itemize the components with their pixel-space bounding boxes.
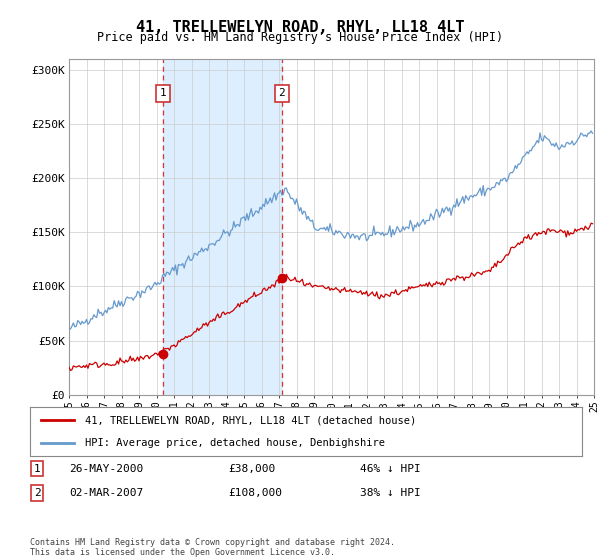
Text: 1: 1 xyxy=(160,88,167,99)
Text: 26-MAY-2000: 26-MAY-2000 xyxy=(69,464,143,474)
Bar xyxy=(163,59,282,395)
Text: 1: 1 xyxy=(34,464,41,474)
Text: 46% ↓ HPI: 46% ↓ HPI xyxy=(360,464,421,474)
Text: £108,000: £108,000 xyxy=(228,488,282,498)
Text: Price paid vs. HM Land Registry's House Price Index (HPI): Price paid vs. HM Land Registry's House … xyxy=(97,31,503,44)
Text: HPI: Average price, detached house, Denbighshire: HPI: Average price, detached house, Denb… xyxy=(85,438,385,448)
Text: Contains HM Land Registry data © Crown copyright and database right 2024.
This d: Contains HM Land Registry data © Crown c… xyxy=(30,538,395,557)
Text: 2: 2 xyxy=(34,488,41,498)
Text: 02-MAR-2007: 02-MAR-2007 xyxy=(69,488,143,498)
Text: 41, TRELLEWELYN ROAD, RHYL, LL18 4LT: 41, TRELLEWELYN ROAD, RHYL, LL18 4LT xyxy=(136,20,464,35)
Text: 38% ↓ HPI: 38% ↓ HPI xyxy=(360,488,421,498)
Text: 2: 2 xyxy=(278,88,286,99)
Text: £38,000: £38,000 xyxy=(228,464,275,474)
Text: 41, TRELLEWELYN ROAD, RHYL, LL18 4LT (detached house): 41, TRELLEWELYN ROAD, RHYL, LL18 4LT (de… xyxy=(85,416,416,426)
